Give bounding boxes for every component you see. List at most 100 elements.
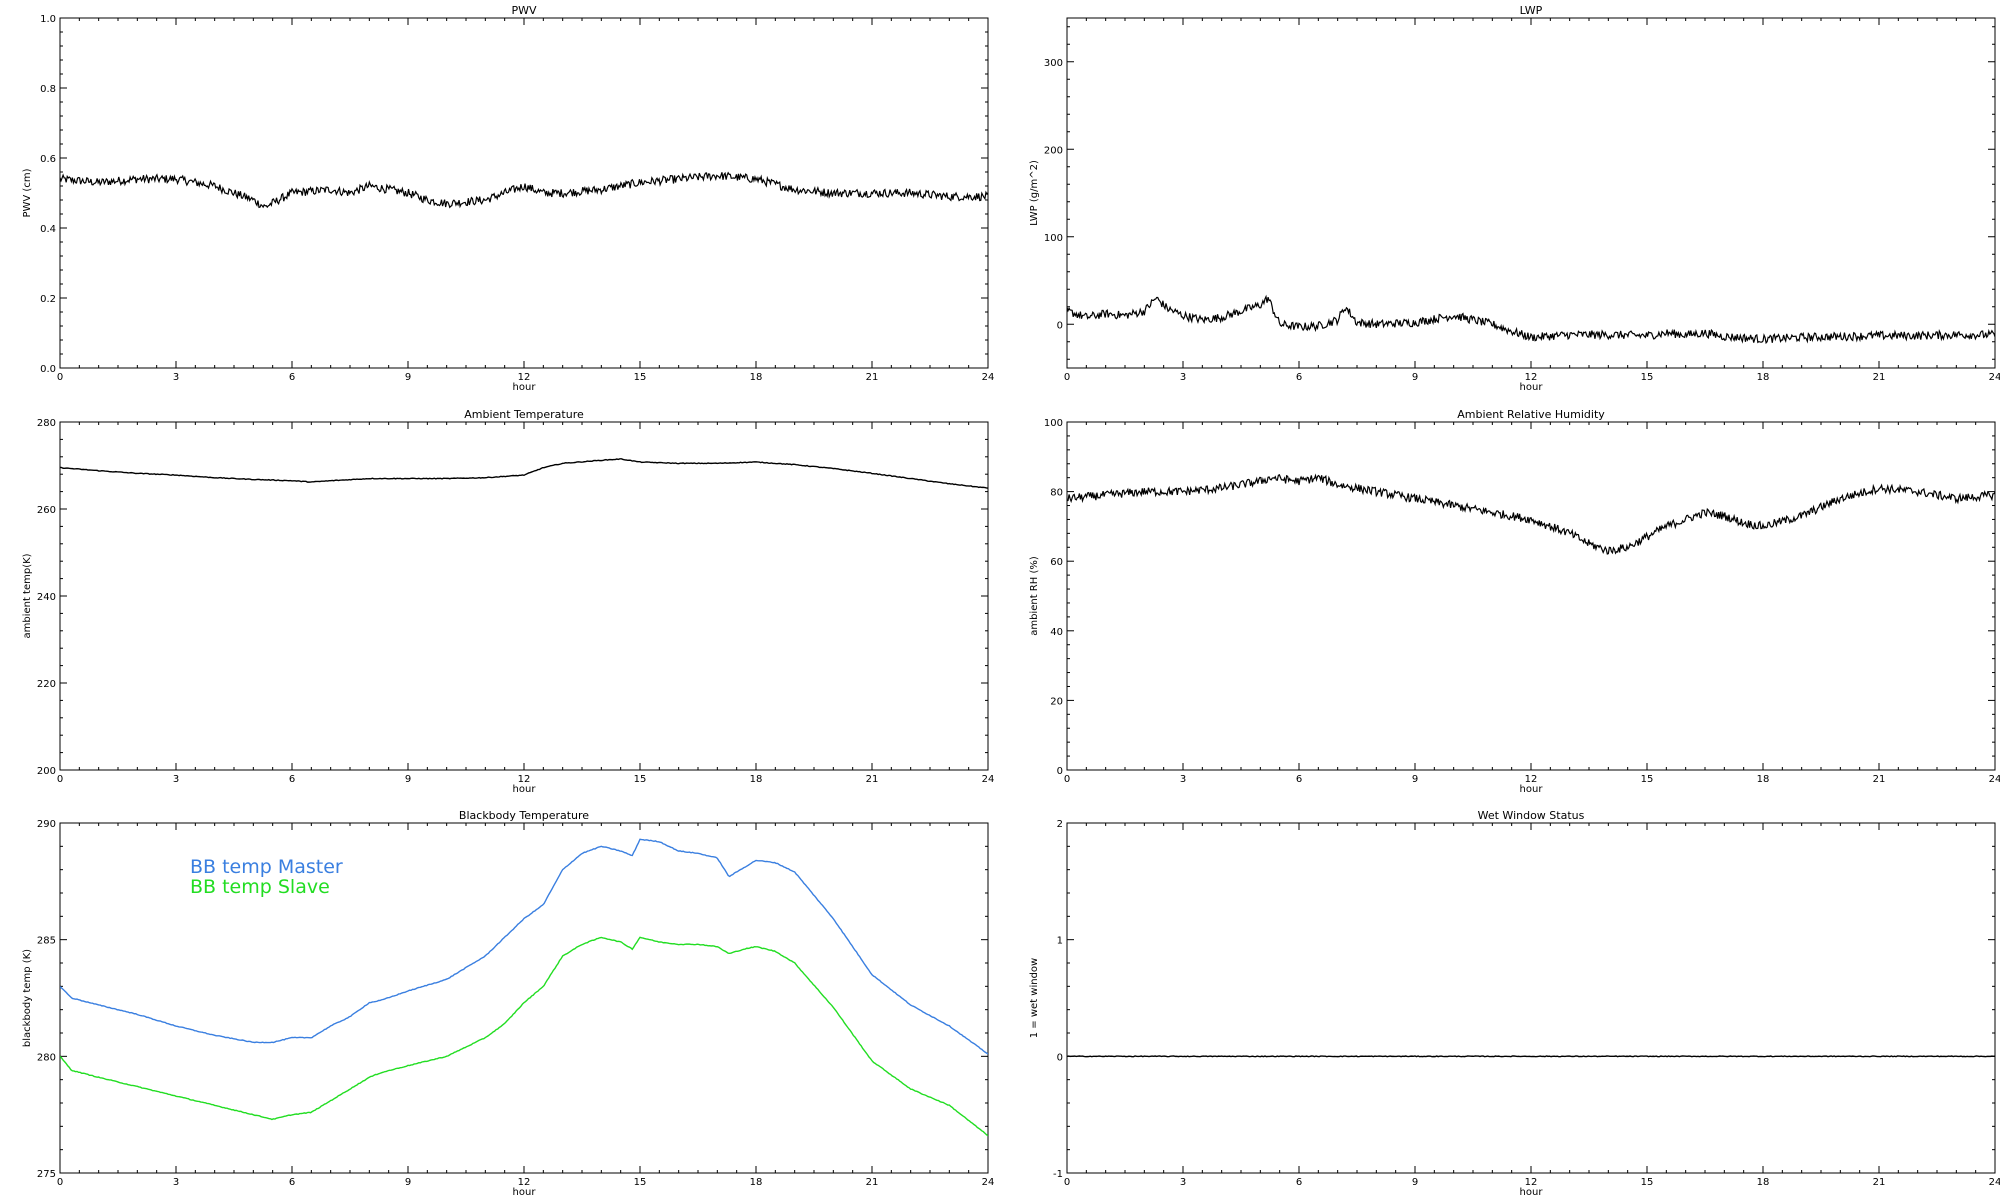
- x-tick-label: 12: [1525, 1177, 1538, 1188]
- x-axis-label: hour: [1520, 1187, 1544, 1198]
- y-tick-label: 1: [1057, 936, 1063, 947]
- x-tick-label: 21: [1873, 372, 1886, 383]
- x-tick-label: 21: [1873, 1177, 1886, 1188]
- x-tick-label: 3: [173, 1177, 179, 1188]
- y-tick-label: 40: [1050, 627, 1063, 638]
- x-tick-label: 21: [866, 372, 879, 383]
- y-tick-label: 20: [1050, 696, 1063, 707]
- chart-title: PWV: [511, 4, 537, 17]
- plot-frame: [1066, 421, 1996, 771]
- x-tick-label: 6: [289, 1177, 295, 1188]
- y-axis-label: ambient RH (%): [1029, 556, 1040, 636]
- chart-title: Wet Window Status: [1478, 809, 1585, 822]
- x-tick-label: 3: [173, 372, 179, 383]
- x-tick-label: 15: [634, 1177, 647, 1188]
- y-tick-label: 0.2: [40, 294, 56, 305]
- x-tick-label: 3: [1180, 372, 1186, 383]
- x-tick-label: 24: [982, 774, 995, 785]
- legend-entry: BB temp Master: [190, 856, 343, 878]
- y-tick-label: 0: [1057, 766, 1063, 777]
- x-tick-label: 15: [1641, 774, 1654, 785]
- chart-panel: PWV 0 3 6 9 12 15 18 21 24 hour 0.0 0.2 0.4 0.6 0.8 1.0 P…: [22, 4, 994, 393]
- x-tick-label: 24: [1989, 372, 2000, 383]
- series-line: [1067, 473, 1995, 555]
- x-tick-label: 24: [1989, 774, 2000, 785]
- y-tick-label: 285: [37, 936, 56, 947]
- x-tick-label: 0: [57, 1177, 63, 1188]
- x-tick-label: 6: [289, 774, 295, 785]
- x-tick-label: 0: [1064, 774, 1070, 785]
- x-tick-label: 9: [1412, 372, 1418, 383]
- x-tick-label: 12: [518, 1177, 531, 1188]
- x-axis-label: hour: [513, 382, 537, 393]
- y-axis-label: blackbody temp (K): [22, 949, 33, 1047]
- y-tick-label: 100: [1044, 418, 1063, 429]
- x-tick-label: 0: [1064, 372, 1070, 383]
- series-line: [1067, 294, 1995, 345]
- y-axis-label: PWV (cm): [22, 168, 33, 217]
- series-line: [60, 936, 988, 1137]
- y-axis-label: ambient temp(K): [22, 553, 33, 638]
- x-tick-label: 15: [1641, 1177, 1654, 1188]
- x-tick-label: 6: [1296, 372, 1302, 383]
- x-tick-label: 21: [866, 1177, 879, 1188]
- x-tick-label: 0: [57, 372, 63, 383]
- x-tick-label: 18: [750, 372, 763, 383]
- chart-panel: Ambient Relative Humidity 0 3 6 9 12 15 18 21 24 h…: [1029, 408, 2000, 795]
- x-axis-label: hour: [513, 1187, 537, 1198]
- series-line: [60, 838, 988, 1055]
- y-tick-label: 0.6: [40, 154, 56, 165]
- chart-title: Ambient Temperature: [464, 408, 584, 421]
- x-tick-label: 9: [405, 372, 411, 383]
- x-tick-label: 12: [518, 372, 531, 383]
- legend-entry: BB temp Slave: [190, 876, 330, 898]
- y-tick-label: 290: [37, 819, 56, 830]
- y-tick-label: 240: [37, 592, 56, 603]
- chart-panel: Blackbody Temperature 0 3 6 9 12 15 18 21 24 hour 2…: [22, 809, 994, 1198]
- x-tick-label: 18: [1757, 372, 1770, 383]
- y-tick-label: 0.8: [40, 84, 56, 95]
- x-tick-label: 18: [1757, 774, 1770, 785]
- y-tick-label: 280: [37, 1052, 56, 1063]
- y-tick-label: 280: [37, 418, 56, 429]
- plot-frame: [1066, 17, 1996, 369]
- y-tick-label: -1: [1053, 1169, 1063, 1180]
- x-axis-label: hour: [1520, 784, 1544, 795]
- y-tick-label: 200: [37, 766, 56, 777]
- x-tick-label: 0: [57, 774, 63, 785]
- series-line: [1067, 1055, 1995, 1058]
- x-tick-label: 18: [750, 774, 763, 785]
- x-tick-label: 18: [1757, 1177, 1770, 1188]
- x-tick-label: 6: [1296, 1177, 1302, 1188]
- x-axis-label: hour: [513, 784, 537, 795]
- y-tick-label: 2: [1057, 819, 1063, 830]
- y-tick-label: 300: [1044, 58, 1063, 69]
- plot-frame: [59, 421, 989, 771]
- chart-title: LWP: [1520, 4, 1543, 17]
- x-axis-label: hour: [1520, 382, 1544, 393]
- y-tick-label: 100: [1044, 233, 1063, 244]
- x-tick-label: 9: [1412, 774, 1418, 785]
- chart-panel: Ambient Temperature 0 3 6 9 12 15 18 21 24 hour 200…: [22, 408, 994, 795]
- y-tick-label: 60: [1050, 557, 1063, 568]
- chart-panel: LWP 0 3 6 9 12 15 18 21 24 hour 0 100 200 300 LWP (g/m^…: [1029, 4, 2000, 393]
- x-tick-label: 21: [866, 774, 879, 785]
- x-tick-label: 3: [173, 774, 179, 785]
- y-tick-label: 275: [37, 1169, 56, 1180]
- y-tick-label: 220: [37, 679, 56, 690]
- x-tick-label: 12: [1525, 774, 1538, 785]
- series-line: [60, 458, 988, 489]
- x-tick-label: 15: [634, 774, 647, 785]
- y-axis-label: LWP (g/m^2): [1029, 160, 1040, 226]
- series-line: [60, 171, 988, 209]
- x-tick-label: 15: [1641, 372, 1654, 383]
- x-tick-label: 9: [1412, 1177, 1418, 1188]
- y-tick-label: 1.0: [40, 14, 56, 25]
- x-tick-label: 3: [1180, 774, 1186, 785]
- chart-title: Ambient Relative Humidity: [1457, 408, 1605, 421]
- x-tick-label: 24: [1989, 1177, 2000, 1188]
- x-tick-label: 9: [405, 774, 411, 785]
- y-tick-label: 0: [1057, 1052, 1063, 1063]
